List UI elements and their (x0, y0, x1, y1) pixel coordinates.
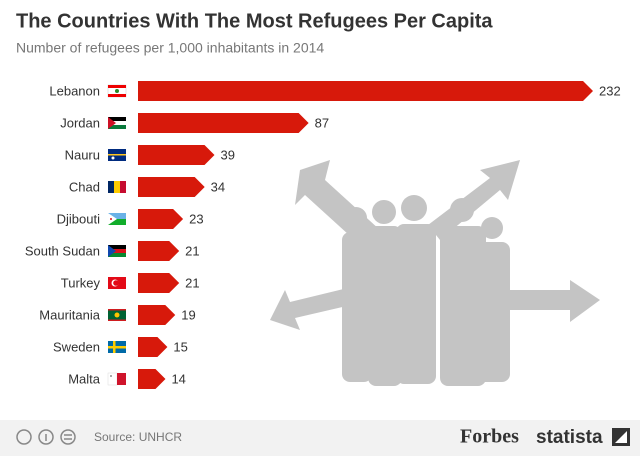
bar (138, 113, 309, 133)
bar (138, 369, 166, 389)
person-body (396, 224, 436, 384)
flag (108, 341, 126, 353)
category-label: Sweden (53, 339, 100, 354)
arrow-shape (490, 280, 600, 322)
category-label: Chad (69, 179, 100, 194)
flag (108, 277, 126, 289)
logo-mark (615, 431, 627, 443)
flag (107, 84, 127, 98)
license-icon (16, 429, 32, 445)
flag (107, 372, 126, 386)
person-head (401, 195, 427, 221)
bar (138, 337, 168, 357)
chart-title: The Countries With The Most Refugees Per… (16, 10, 493, 32)
bar (138, 305, 176, 325)
chart-subtitle: Number of refugees per 1,000 inhabitants… (16, 40, 324, 56)
flag (108, 213, 126, 225)
category-label: Malta (68, 371, 101, 386)
flags (107, 84, 127, 386)
bar (138, 81, 593, 101)
person-head (481, 217, 503, 239)
license-icon (60, 429, 76, 445)
value-label: 21 (185, 243, 199, 258)
category-label: South Sudan (25, 243, 100, 258)
logo: Forbes (460, 426, 519, 448)
value-label: 14 (171, 371, 185, 386)
category-label: Mauritania (39, 307, 100, 322)
bar (138, 241, 180, 261)
person-head (372, 200, 396, 224)
flag (108, 149, 126, 161)
value-label: 232 (599, 83, 621, 98)
arrow-shape (270, 285, 364, 330)
illustration (270, 160, 600, 386)
person-head (345, 207, 367, 229)
footer-background (0, 420, 640, 456)
person-body (476, 242, 510, 382)
value-label: 15 (173, 339, 187, 354)
bar (138, 273, 180, 293)
category-label: Turkey (61, 275, 101, 290)
category-label: Lebanon (49, 83, 100, 98)
value-label: 39 (220, 147, 234, 162)
value-label: 23 (189, 211, 203, 226)
person-body (440, 226, 486, 386)
bar (138, 145, 215, 165)
flag (108, 117, 126, 129)
bar (138, 177, 205, 197)
category-label: Djibouti (57, 211, 100, 226)
category-label: Jordan (60, 115, 100, 130)
person-body (368, 226, 402, 386)
value-label: 87 (315, 115, 329, 130)
license-icon (38, 429, 54, 445)
person-body (342, 232, 372, 382)
bar (138, 209, 184, 229)
value-label: 21 (185, 275, 199, 290)
value-label: 34 (211, 179, 225, 194)
license-icons (16, 429, 76, 445)
person-head (450, 198, 474, 222)
flag (108, 309, 126, 321)
value-label: 19 (181, 307, 195, 322)
category-label: Nauru (65, 147, 100, 162)
flag (108, 245, 126, 257)
source: Source: UNHCR (94, 430, 182, 444)
arrow-shape (428, 160, 520, 240)
flag (108, 181, 126, 193)
logo: statista (536, 427, 603, 448)
